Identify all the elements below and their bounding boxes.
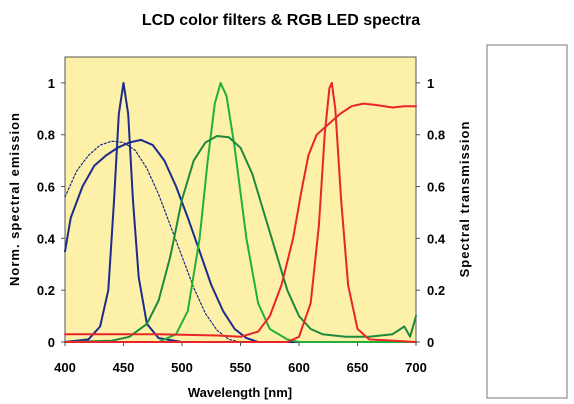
y-right-tick-label: 0.4 (427, 231, 446, 246)
x-tick-label: 450 (113, 360, 135, 375)
y-axis-right-label: Spectral transmission (457, 121, 472, 278)
x-axis-ticks: 400 450 500 550 600 650 700 (54, 342, 427, 375)
y-axis-left-ticks: 0 0.2 0.4 0.6 0.8 1 (37, 76, 65, 350)
x-tick-label: 400 (54, 360, 76, 375)
y-right-tick-label: 0.6 (427, 180, 445, 195)
y-right-tick-label: 0 (427, 335, 434, 350)
chart-title: LCD color filters & RGB LED spectra (142, 12, 420, 29)
y-right-tick-label: 0.2 (427, 283, 445, 298)
y-left-tick-label: 0.8 (37, 128, 55, 143)
y-left-tick-label: 0.4 (37, 231, 56, 246)
series-line-1 (64, 81, 417, 343)
y-right-tick-label: 1 (427, 76, 434, 91)
x-tick-label: 550 (230, 360, 252, 375)
x-tick-label: 500 (171, 360, 193, 375)
series-line-7 (64, 102, 417, 338)
y-left-tick-label: 0.2 (37, 283, 55, 298)
y-axis-right-ticks: 0 0.2 0.4 0.6 0.8 1 (416, 76, 446, 350)
x-tick-label: 700 (405, 360, 427, 375)
series-layer (64, 81, 417, 343)
series-line-3 (64, 140, 242, 343)
y-left-tick-label: 0.6 (37, 180, 55, 195)
y-left-tick-label: 1 (48, 76, 55, 91)
x-tick-label: 650 (347, 360, 369, 375)
x-axis-label: Wavelength [nm] (188, 385, 292, 400)
y-right-tick-label: 0.8 (427, 128, 445, 143)
legend-box (486, 44, 568, 399)
y-axis-left-label: Norm. spectral emission (7, 112, 22, 286)
y-left-tick-label: 0 (48, 335, 55, 350)
x-tick-label: 600 (288, 360, 310, 375)
series-line-5 (64, 135, 417, 343)
series-line-2 (64, 138, 417, 343)
series-line-6 (64, 81, 417, 343)
series-line-4 (64, 81, 417, 343)
